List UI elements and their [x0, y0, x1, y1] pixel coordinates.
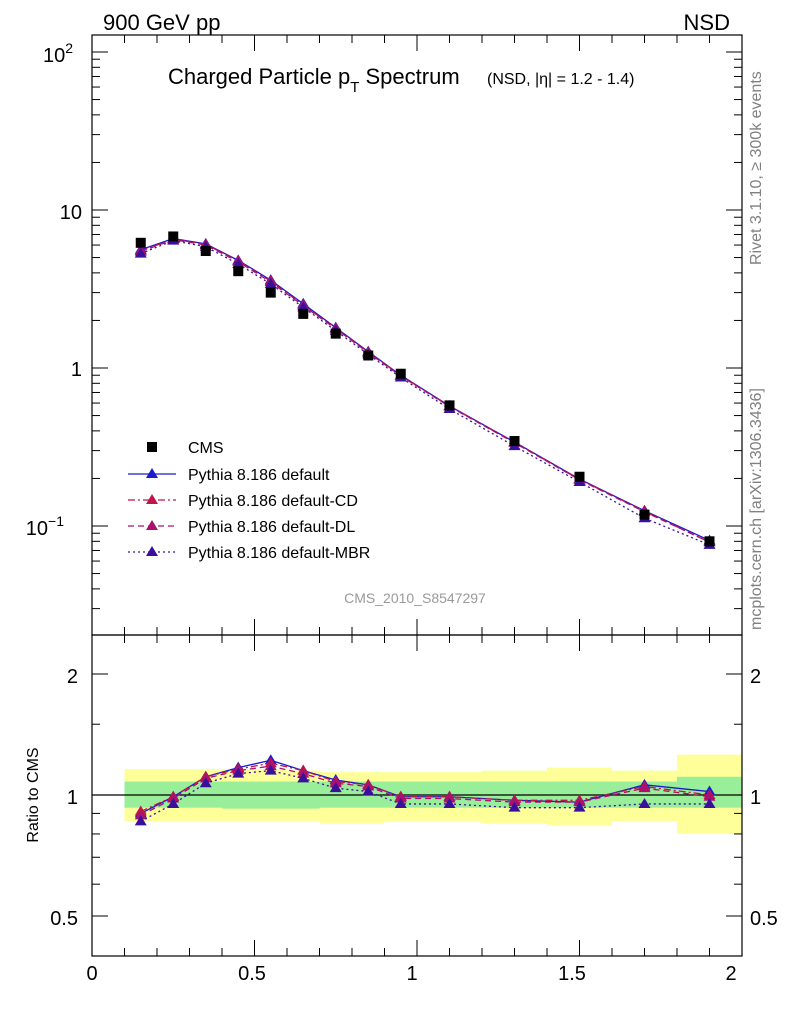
ratio-marker-mbr [264, 764, 277, 775]
energy-label: 900 GeV pp [103, 10, 220, 35]
ytick-label-0.1-base: 10 [26, 518, 48, 540]
legend-marker-cms [147, 442, 157, 452]
ratio-ytick-label-2-right: 2 [750, 666, 761, 688]
spectrum-point-cms [233, 266, 244, 277]
analysis-watermark: CMS_2010_S8547297 [344, 590, 486, 606]
ratio-marker-dl [508, 796, 521, 807]
ratio-ytick-label-0.5-right: 0.5 [750, 908, 778, 930]
ratio-marker-dl [362, 780, 375, 791]
legend-entry-default: Pythia 8.186 default [128, 467, 330, 484]
spectrum-line-dl [140, 238, 710, 543]
ratio-marker-dl [573, 796, 586, 807]
ratio-ytick-label-2: 2 [67, 666, 78, 688]
ratio-marker-dl [134, 809, 147, 820]
spectrum-point-cms [574, 471, 585, 482]
ytick-label-0.1-exp: −1 [48, 513, 64, 529]
ratio-marker-mbr [297, 772, 310, 783]
spectrum-point-cms [704, 536, 715, 547]
ratio-line-dl [140, 765, 710, 816]
spectrum-marker-mbr [134, 247, 147, 258]
ratio-line-mbr [140, 769, 710, 822]
ratio-marker-mbr [134, 815, 147, 826]
ratio-ylabel: Ratio to CMS [25, 747, 42, 842]
svg-text:Charged Particle pT Spectrum: Charged Particle pT Spectrum [168, 64, 460, 96]
ratio-marker-dl [443, 792, 456, 803]
legend-marker-cd [146, 494, 158, 504]
ratio-marker-mbr [329, 782, 342, 793]
spectrum-point-cms [200, 246, 211, 257]
spectrum-point-cms [363, 350, 374, 361]
spectrum-marker-mbr [232, 258, 245, 269]
ratio-marker-mbr [703, 797, 716, 808]
spectrum-point-cms [509, 436, 520, 447]
legend-label-mbr: Pythia 8.186 default-MBR [188, 545, 370, 562]
process-label: NSD [684, 10, 730, 35]
legend-entry-mbr: Pythia 8.186 default-MBR [128, 545, 370, 562]
ratio-marker-mbr [638, 797, 651, 808]
legend-marker-default [146, 468, 158, 478]
xtick-label-1: 1 [406, 963, 417, 985]
ratio-marker-mbr [573, 801, 586, 812]
ratio-marker-mbr [167, 797, 180, 808]
legend-marker-mbr [146, 546, 158, 556]
ratio-marker-mbr [199, 777, 212, 788]
legend-marker-dl [146, 520, 158, 530]
spectrum-marker-mbr [264, 278, 277, 289]
ratio-marker-mbr [443, 797, 456, 808]
spectrum-point-cms [135, 237, 146, 248]
ratio-ytick-label-1: 1 [67, 787, 78, 809]
ratio-marker-mbr [394, 797, 407, 808]
spectrum-panel: 10 1 102 10−1 [26, 34, 743, 636]
ratio-line-cd [140, 762, 710, 813]
ytick-label-100: 102 [43, 40, 73, 67]
ratio-marker-mbr [508, 801, 521, 812]
title-main: Charged Particle p [168, 64, 350, 89]
spectrum-point-cms [330, 328, 341, 339]
ratio-ytick-label-0.5: 0.5 [50, 908, 78, 930]
ytick-label-0.1: 10−1 [26, 513, 64, 540]
ratio-marker-dl [638, 782, 651, 793]
spectrum-point-cms [265, 287, 276, 298]
spectrum-marker-mbr [297, 301, 310, 312]
spectrum-point-cms [168, 231, 179, 242]
mcplots-source-label: mcplots.cern.ch [arXiv:1306.3436] [748, 388, 765, 630]
xtick-label-2: 2 [725, 963, 736, 985]
ytick-label-1: 1 [71, 359, 82, 381]
legend-label-dl: Pythia 8.186 default-DL [188, 519, 355, 536]
spectrum-point-cms [395, 368, 406, 379]
legend: CMS Pythia 8.186 default Pythia 8.186 de… [128, 440, 370, 562]
title-suffix: (NSD, |η| = 1.2 - 1.4) [487, 71, 634, 88]
spectrum-point-cms [298, 308, 309, 319]
xtick-label-1.5: 1.5 [558, 963, 586, 985]
spectrum-point-cms [639, 509, 650, 520]
ratio-ytick-label-1-right: 1 [750, 787, 761, 809]
title-subscript: T [350, 79, 359, 96]
ytick-label-10: 10 [60, 202, 82, 224]
rivet-version-label: Rivet 3.1.10, ≥ 300k events [748, 71, 765, 265]
ratio-marker-dl [167, 792, 180, 803]
legend-label-default: Pythia 8.186 default [188, 467, 330, 484]
legend-entry-cms: CMS [147, 440, 224, 457]
ratio-marker-dl [703, 790, 716, 801]
legend-label-cd: Pythia 8.186 default-CD [188, 493, 358, 510]
legend-entry-cd: Pythia 8.186 default-CD [128, 493, 358, 510]
ratio-marker-dl [394, 792, 407, 803]
ratio-marker-mbr [232, 767, 245, 778]
ratio-marker-mbr [362, 785, 375, 796]
plot-title: Charged Particle pT Spectrum (NSD, |η| =… [168, 64, 634, 96]
ytick-label-100-exp: 2 [65, 40, 73, 56]
title-tail: Spectrum [359, 64, 459, 89]
spectrum-point-cms [444, 400, 455, 411]
ratio-panel: 2 1 0.5 2 1 0.5 Ratio to CMS 0 0.5 1 1.5… [25, 634, 778, 985]
legend-label-cms: CMS [188, 440, 224, 457]
xtick-label-0.5: 0.5 [238, 963, 266, 985]
xtick-label-0: 0 [86, 963, 97, 985]
legend-entry-dl: Pythia 8.186 default-DL [128, 519, 355, 536]
ytick-label-100-base: 10 [43, 45, 65, 67]
